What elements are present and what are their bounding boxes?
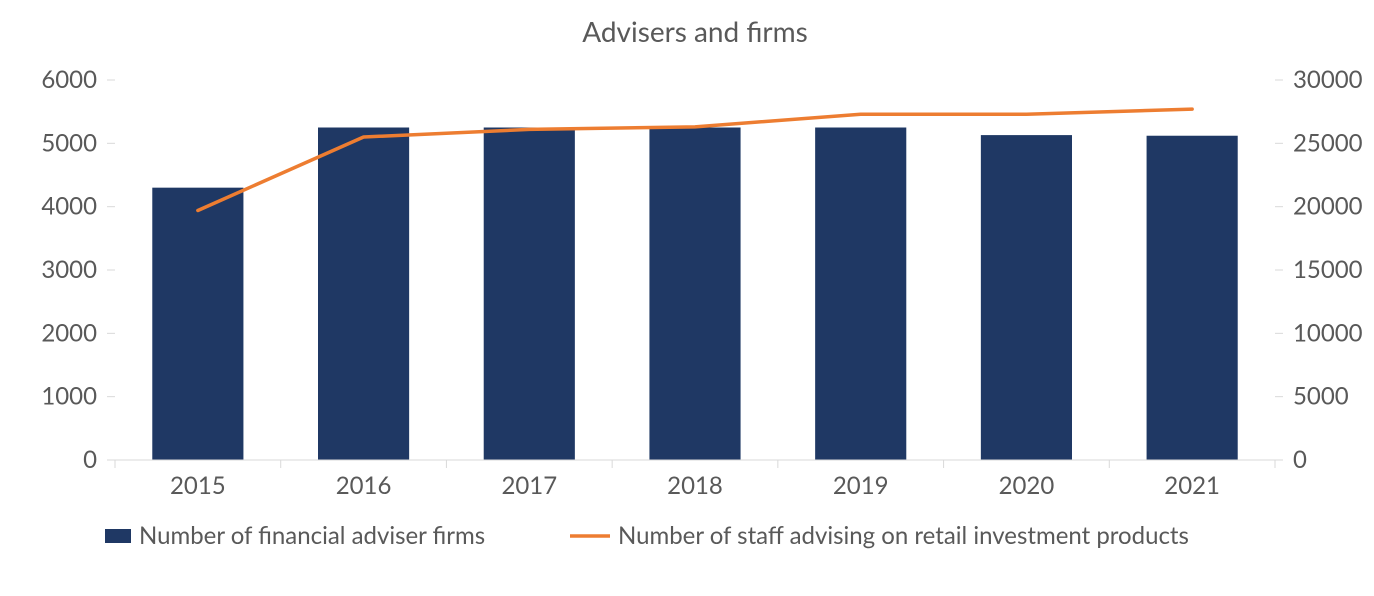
chart-container: Advisers and firms 0 1000 2000 3000 4000 5000 6… xyxy=(0,0,1374,596)
bar xyxy=(318,128,409,461)
bar xyxy=(152,188,243,460)
y-right-tick-label: 15000 xyxy=(1293,255,1363,284)
x-tick-label: 2018 xyxy=(667,471,723,500)
legend-label-bars: Number of financial adviser firms xyxy=(139,521,485,550)
y-left-tick-label: 1000 xyxy=(41,382,97,411)
bar xyxy=(981,135,1072,460)
x-tick-label: 2016 xyxy=(336,471,392,500)
y-left-tick-label: 2000 xyxy=(41,318,97,347)
y-right-tick-label: 20000 xyxy=(1293,192,1363,221)
x-tick-label: 2020 xyxy=(999,471,1055,500)
legend-label-line: Number of staff advising on retail inves… xyxy=(618,521,1189,550)
bar xyxy=(1147,136,1238,460)
x-tick-label: 2019 xyxy=(833,471,889,500)
y-right-tick-label: 25000 xyxy=(1293,128,1363,157)
y-left-tick-label: 5000 xyxy=(41,128,97,157)
y-right-tick-label: 5000 xyxy=(1293,382,1349,411)
y-left-tick-label: 6000 xyxy=(41,65,97,94)
y-left-tick-label: 3000 xyxy=(41,255,97,284)
y-right-tick-label: 10000 xyxy=(1293,318,1363,347)
x-tick-label: 2021 xyxy=(1164,471,1220,500)
bar xyxy=(649,128,740,461)
bar xyxy=(484,128,575,461)
legend-swatch-bar xyxy=(105,529,131,543)
y-left-tick-label: 4000 xyxy=(41,192,97,221)
x-tick-label: 2017 xyxy=(501,471,557,500)
bar xyxy=(815,128,906,461)
y-right-tick-label: 0 xyxy=(1293,445,1307,474)
y-left-tick-label: 0 xyxy=(83,445,97,474)
chart-title: Advisers and firms xyxy=(582,14,808,48)
x-tick-label: 2015 xyxy=(170,471,226,500)
chart-svg: Advisers and firms 0 1000 2000 3000 4000 5000 6… xyxy=(0,0,1374,596)
y-right-tick-label: 30000 xyxy=(1293,65,1363,94)
